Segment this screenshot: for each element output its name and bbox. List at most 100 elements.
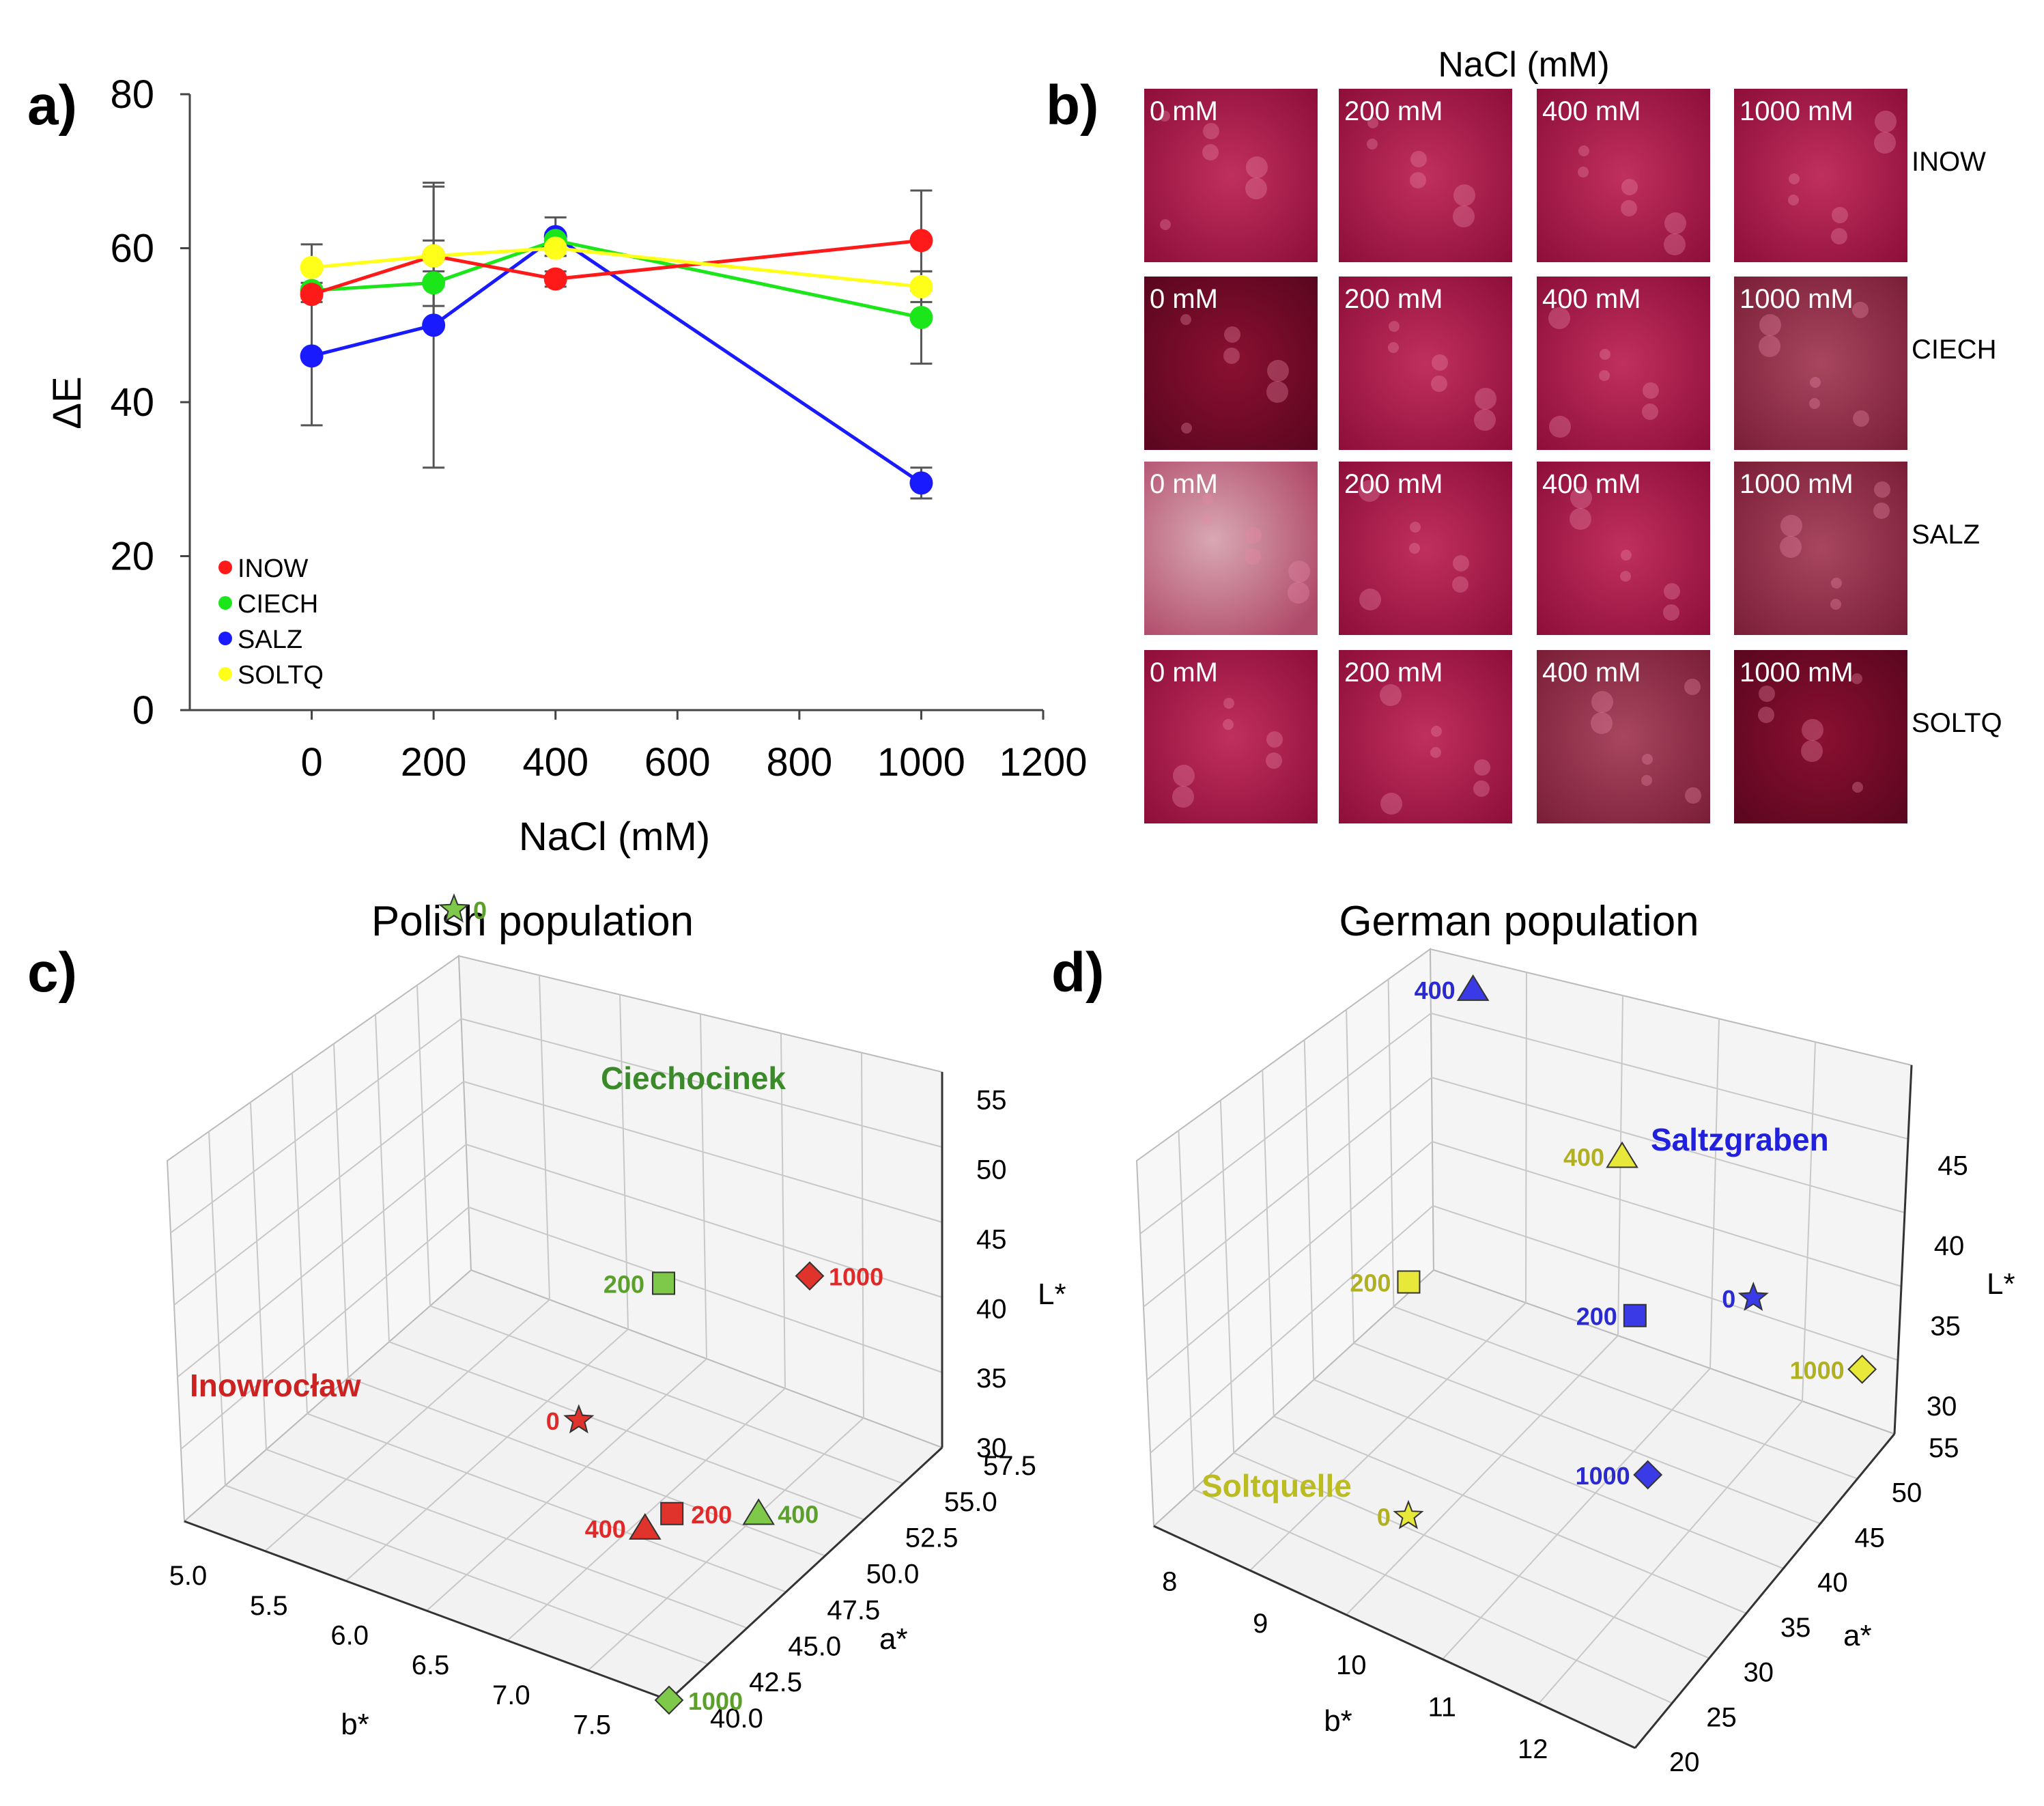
tile-texture xyxy=(1432,354,1448,371)
legend-marker-ciech xyxy=(218,596,232,610)
grid-line xyxy=(177,1144,467,1378)
point-label: 0 xyxy=(546,1407,560,1435)
tile-texture xyxy=(1643,382,1659,399)
tile-texture xyxy=(1388,342,1399,353)
grid-line xyxy=(1430,1013,1909,1140)
x-tick-label: 200 xyxy=(401,740,467,785)
image-tile xyxy=(1339,650,1512,823)
point-label: 1000 xyxy=(688,1687,743,1715)
row-label-inow: INOW xyxy=(1912,147,1986,177)
tile-texture xyxy=(1180,314,1191,325)
grid-line xyxy=(461,1018,943,1148)
grid-line xyxy=(266,1448,748,1629)
panel-c-title: Polish population xyxy=(371,898,694,945)
a-axis-label: a* xyxy=(879,1622,908,1656)
tile-texture xyxy=(1874,481,1890,498)
tile-texture xyxy=(1685,787,1701,804)
point-label: 400 xyxy=(1415,976,1456,1004)
point-soltquelle-400 xyxy=(1606,1141,1638,1168)
grid-line xyxy=(619,994,629,1329)
data-point-inow xyxy=(909,229,933,253)
data-point-soltq xyxy=(543,236,567,260)
tile-texture xyxy=(1831,578,1842,589)
grid-line xyxy=(1219,1100,1235,1453)
tile-texture xyxy=(1389,321,1400,332)
grid-line xyxy=(1273,1415,1747,1614)
grid-line xyxy=(170,1018,462,1234)
tile-texture xyxy=(1367,139,1378,150)
tile-caption: 400 mM xyxy=(1542,96,1641,126)
grid-line xyxy=(173,1081,464,1306)
grid-line xyxy=(250,1102,267,1450)
l-tick-label: 30 xyxy=(976,1433,1007,1463)
tile-texture xyxy=(1852,302,1869,318)
data-point-inow xyxy=(300,283,324,307)
panel-a-x-axis-label: NaCl (mM) xyxy=(519,815,710,859)
tile-texture xyxy=(1473,780,1490,797)
point-label: 200 xyxy=(1350,1269,1391,1297)
panel-c-3d-scatter: c) Polish population 5.0 5.5 6.0 6.5 7.0 7.5 b… xyxy=(27,893,1066,1741)
tile-texture xyxy=(1266,752,1282,769)
tile-caption: 1000 mM xyxy=(1740,658,1854,688)
panel-d-3d-scatter: d) German population 89101112b*202530354… xyxy=(1051,898,2015,1777)
tile-texture xyxy=(1830,599,1841,610)
tile-texture xyxy=(1684,679,1701,695)
tile-texture xyxy=(1548,307,1570,329)
point-ciechocinek-200 xyxy=(652,1271,675,1295)
grid-line xyxy=(225,1484,709,1665)
l-tick-label: 35 xyxy=(976,1364,1007,1394)
point-label: 0 xyxy=(1377,1503,1391,1531)
tile-caption: 0 mM xyxy=(1150,469,1218,499)
grid-line xyxy=(307,1413,786,1593)
grid-line xyxy=(388,1341,865,1521)
grid-line xyxy=(1139,1013,1432,1234)
grid-line xyxy=(700,1013,707,1359)
legend-label-salz: SALZ xyxy=(238,625,302,654)
grid-line xyxy=(1538,1400,1803,1704)
x-tick-label: 800 xyxy=(766,740,832,785)
image-tile xyxy=(1144,89,1318,262)
l-tick-label: 55 xyxy=(976,1086,1007,1116)
tile-texture xyxy=(1223,698,1234,709)
tile-texture xyxy=(1549,416,1571,438)
point-soltquelle-1000 xyxy=(1847,1354,1877,1384)
a-tick-label: 25 xyxy=(1706,1702,1737,1732)
point-label: 400 xyxy=(778,1500,819,1528)
tile-texture xyxy=(1159,111,1170,122)
grid-line xyxy=(780,1033,786,1389)
y-tick-label: 60 xyxy=(110,227,154,271)
a-tick-label: 57.5 xyxy=(983,1451,1036,1481)
tile-texture xyxy=(1453,184,1475,206)
tile-caption: 200 mM xyxy=(1344,469,1443,499)
grid-line xyxy=(1346,1009,1354,1344)
grid-line xyxy=(1153,1525,1636,1749)
grid-line xyxy=(1387,979,1395,1307)
point-label: 400 xyxy=(585,1515,626,1543)
tile-texture xyxy=(1591,691,1613,713)
grid-line xyxy=(1442,1368,1711,1660)
data-point-ciech xyxy=(422,271,446,295)
b-tick-label: 9 xyxy=(1253,1609,1268,1639)
group-label-saltzgraben: Saltzgraben xyxy=(1651,1122,1829,1157)
l-tick-label: 45 xyxy=(976,1224,1007,1254)
series-line-inow xyxy=(311,238,922,296)
image-tile xyxy=(1734,89,1907,262)
tile-texture xyxy=(1801,740,1823,762)
b-tick-label: 7.5 xyxy=(573,1710,611,1740)
grid-line xyxy=(208,1131,226,1486)
tile-texture xyxy=(1202,515,1212,526)
panel-a-line-chart: a) 0 200 400 600 800 1000 1200 0 20 40 60 80 NaCl (… xyxy=(27,72,1088,859)
image-tile xyxy=(1734,650,1907,823)
a-tick-label: 52.5 xyxy=(905,1523,959,1553)
b-axis-label: b* xyxy=(1324,1704,1352,1738)
panel-a-series xyxy=(300,182,933,500)
tile-texture xyxy=(1246,156,1268,178)
tile-texture xyxy=(1266,731,1283,748)
grid-line xyxy=(539,975,550,1300)
tile-texture xyxy=(1474,409,1496,431)
tile-texture xyxy=(1664,234,1686,255)
tile-texture xyxy=(1874,132,1896,154)
point-label: 1000 xyxy=(829,1263,883,1291)
grid-line xyxy=(264,1299,550,1552)
